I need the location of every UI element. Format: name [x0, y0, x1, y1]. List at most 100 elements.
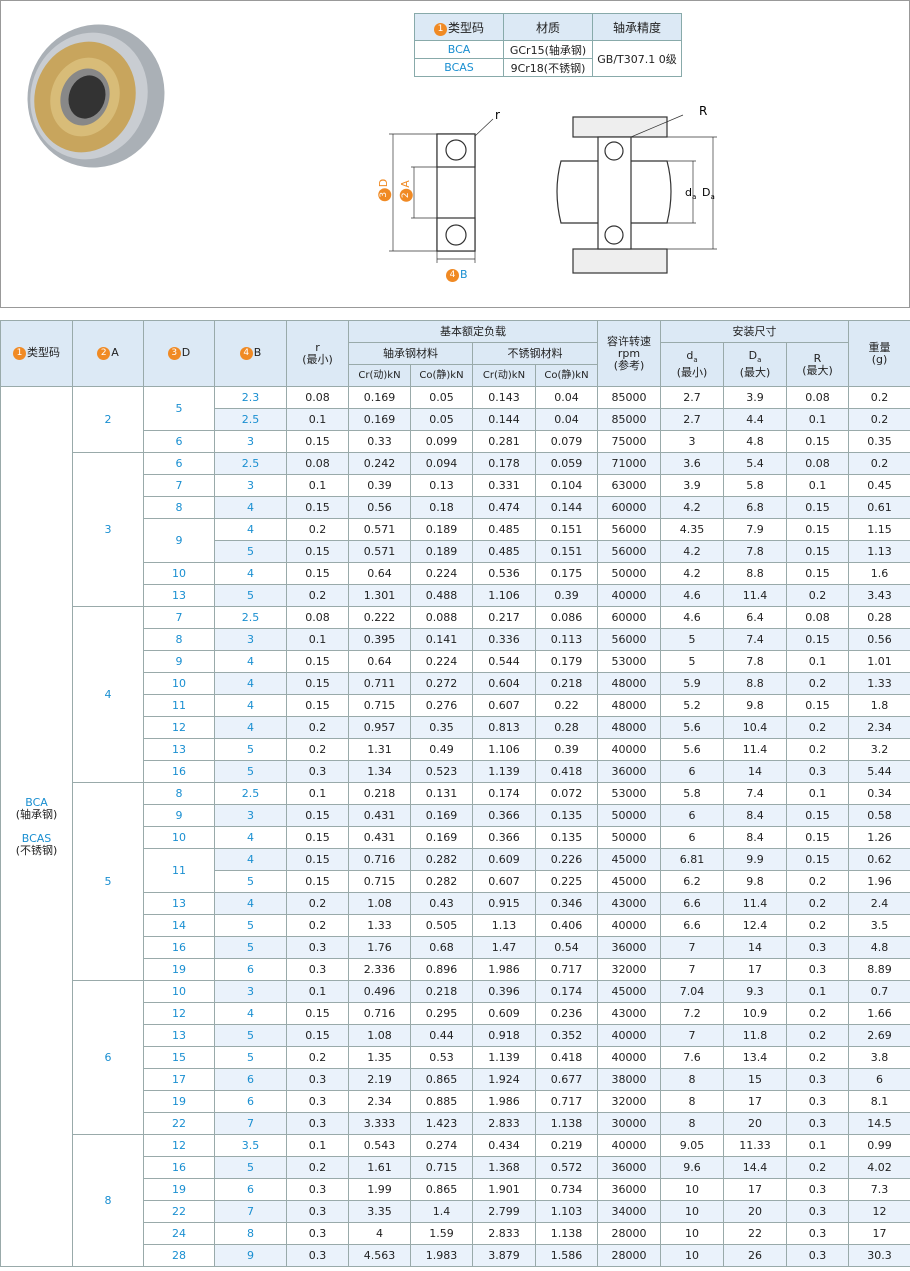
cell: 0.08 [286, 606, 349, 629]
cell: 0.219 [535, 1134, 598, 1157]
cell: 1.26 [848, 826, 910, 849]
cell: 12 [848, 1200, 910, 1223]
cell: 0.43 [410, 892, 473, 915]
cell: 0.813 [472, 716, 536, 739]
cell: 1.47 [472, 936, 536, 959]
data-row: 9 4 0.15 0.64 0.224 0.544 0.179 53000 5 7.8 0.1 1.0… [1, 650, 910, 673]
cell: 4.563 [348, 1244, 411, 1267]
d-cell: 11 [143, 848, 215, 893]
cell: 0.58 [848, 804, 910, 827]
cell: 0.536 [472, 562, 536, 585]
cell: 0.222 [348, 606, 411, 629]
cell: 6 [660, 804, 724, 827]
cell: 0.175 [535, 562, 598, 585]
cell: 0.08 [286, 386, 349, 409]
cell: 0.15 [286, 1002, 349, 1025]
cell: 0.406 [535, 914, 598, 937]
cell: 32000 [597, 1090, 661, 1113]
marker: 1 [433, 22, 447, 36]
cell: 2.833 [472, 1112, 536, 1135]
cell: 48000 [597, 716, 661, 739]
cell: 1.31 [348, 738, 411, 761]
cell: 0.1 [786, 650, 849, 673]
cell: 2.19 [348, 1068, 411, 1091]
cell: 7 [660, 958, 724, 981]
cell: 5.8 [723, 474, 787, 497]
cell: 1.13 [472, 914, 536, 937]
d-cell: 10 [143, 562, 215, 585]
td: GCr15(轴承钢) [503, 40, 593, 59]
cell: 6 [660, 826, 724, 849]
data-row: 10 4 0.15 0.711 0.272 0.604 0.218 48000 5.9 8.8 0.… [1, 672, 910, 695]
d-cell: 13 [143, 584, 215, 607]
cell: 3 [214, 628, 287, 651]
cell: 20 [723, 1112, 787, 1135]
cell: 60000 [597, 606, 661, 629]
cell: 0.3 [786, 1200, 849, 1223]
cell: 2.799 [472, 1200, 536, 1223]
cell: 40000 [597, 1046, 661, 1069]
cell: 0.218 [535, 672, 598, 695]
cell: 0.604 [472, 672, 536, 695]
type-line: BCAS [21, 831, 52, 845]
cell: 0.1 [786, 474, 849, 497]
cell: 0.2 [286, 1156, 349, 1179]
cell: 0.715 [410, 1156, 473, 1179]
cell: 4.8 [848, 936, 910, 959]
cell: 0.174 [472, 782, 536, 805]
d-cell: 8 [143, 628, 215, 651]
cell: 6 [214, 958, 287, 981]
cell: 0.15 [286, 496, 349, 519]
cell: 0.3 [286, 1222, 349, 1245]
cell: 4.02 [848, 1156, 910, 1179]
cell: 0.15 [286, 694, 349, 717]
cell: 9.05 [660, 1134, 724, 1157]
cell: 0.418 [535, 1046, 598, 1069]
cell: 1.138 [535, 1112, 598, 1135]
cell: 0.236 [535, 1002, 598, 1025]
cell: 0.915 [472, 892, 536, 915]
th-sub: a [693, 356, 698, 365]
cell: 0.607 [472, 870, 536, 893]
data-row: 13 4 0.2 1.08 0.43 0.915 0.346 43000 6.6 11.4 0.2 2… [1, 892, 910, 915]
cell: 48000 [597, 672, 661, 695]
a-cell: 4 [72, 606, 144, 783]
cell: 5.4 [723, 452, 787, 475]
cell: 11.4 [723, 892, 787, 915]
d-cell: 9 [143, 804, 215, 827]
cell: 0.3 [286, 1068, 349, 1091]
cell: 1.586 [535, 1244, 598, 1267]
cell: 7.2 [660, 1002, 724, 1025]
th: 安装尺寸 [660, 320, 849, 343]
cell: 0.088 [410, 606, 473, 629]
cell: 11.4 [723, 584, 787, 607]
cell: 0.56 [348, 496, 411, 519]
cell: 5 [214, 760, 287, 783]
cell: 8 [660, 1068, 724, 1091]
cell: 0.485 [472, 518, 536, 541]
cell: 45000 [597, 848, 661, 871]
cell: 9.8 [723, 870, 787, 893]
cell: 0.2 [786, 914, 849, 937]
th-sub: a [757, 356, 762, 365]
th-line: rpm [617, 346, 641, 360]
d-cell: 5 [143, 386, 215, 431]
cell: 0.281 [472, 430, 536, 453]
cell: 8.4 [723, 804, 787, 827]
cell: 7.8 [723, 540, 787, 563]
cell: 0.2 [786, 1002, 849, 1025]
cell: 7.4 [723, 628, 787, 651]
cell: 0.218 [410, 980, 473, 1003]
cell: 0.3 [786, 1222, 849, 1245]
cell: 1.13 [848, 540, 910, 563]
cell: 0.2 [786, 1046, 849, 1069]
cell: 17 [723, 1178, 787, 1201]
cell: 0.189 [410, 540, 473, 563]
d-cell: 7 [143, 606, 215, 629]
cell: 7 [660, 936, 724, 959]
cell: 63000 [597, 474, 661, 497]
cell: 7 [660, 1024, 724, 1047]
cell: 0.44 [410, 1024, 473, 1047]
cell: 4.2 [660, 562, 724, 585]
